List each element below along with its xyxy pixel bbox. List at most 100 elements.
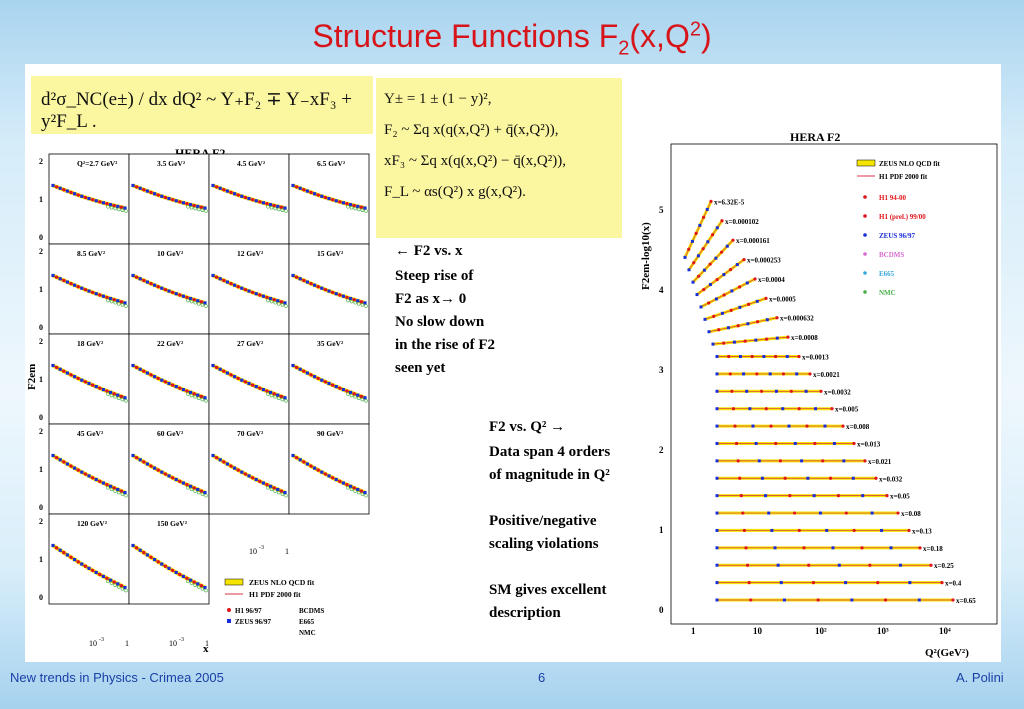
zeus-point xyxy=(116,204,120,209)
h1-point xyxy=(844,511,848,515)
zeus-point xyxy=(87,381,91,386)
xbin-series: x=0.65 xyxy=(715,597,976,605)
panel-q2-label: 22 GeV² xyxy=(157,339,184,348)
zeus-point xyxy=(327,289,331,293)
h1-point xyxy=(62,278,66,283)
h1-point xyxy=(951,598,955,602)
text1-line: in the rise of F2 xyxy=(395,337,495,353)
right-y-tick: 3 xyxy=(659,365,664,375)
zeus-point xyxy=(160,286,164,290)
zeus-point xyxy=(715,476,719,480)
panel-q2-label: 35 GeV² xyxy=(317,339,344,348)
nmc-point xyxy=(266,392,270,396)
h1-point xyxy=(316,468,320,472)
h1-point xyxy=(192,580,196,584)
zeus-point xyxy=(762,355,766,359)
zeus-point xyxy=(703,317,707,321)
nmc-point xyxy=(124,209,128,213)
zeus-point xyxy=(334,292,338,296)
h1-point xyxy=(69,555,73,559)
zeus-point xyxy=(349,484,353,488)
zeus-point xyxy=(109,203,113,207)
zeus-point xyxy=(240,470,244,474)
zeus-point xyxy=(320,194,324,198)
zeus-point xyxy=(58,458,62,462)
h1-point xyxy=(852,528,856,533)
zeus-point xyxy=(160,194,164,198)
zeus-point xyxy=(283,301,287,305)
zeus-point xyxy=(254,199,258,203)
right-legend-marker xyxy=(863,271,867,275)
h1-point xyxy=(279,300,284,304)
h1-point xyxy=(352,203,356,208)
zeus-point xyxy=(832,441,836,445)
nmc-point xyxy=(189,205,194,210)
nmc-point xyxy=(346,298,350,303)
xbin-label: x=0.0004 xyxy=(758,276,785,284)
zeus-point xyxy=(101,201,105,205)
h1-point xyxy=(258,200,262,204)
h1-point xyxy=(156,285,160,289)
zeus-point xyxy=(94,292,98,296)
zeus-point xyxy=(715,355,719,359)
h1-point xyxy=(170,290,175,295)
h1-point xyxy=(352,297,356,302)
zeus-point xyxy=(313,192,317,196)
h1-point xyxy=(294,365,299,370)
f2-panel: 120 GeV² xyxy=(48,513,130,605)
panel-q2-label: 18 GeV² xyxy=(77,339,104,348)
zeus-point xyxy=(870,511,874,515)
h1-point xyxy=(330,476,335,480)
nmc-point xyxy=(266,298,270,303)
xbin-label: x=0.005 xyxy=(835,406,859,414)
h1-point xyxy=(149,555,153,559)
h1-point xyxy=(258,386,262,390)
h1-point xyxy=(746,302,751,306)
h1-point xyxy=(816,598,820,602)
zeus-point xyxy=(775,336,779,340)
zeus-point xyxy=(715,226,719,230)
left-x-tick: 10 xyxy=(89,639,97,648)
panel-q2-label: 15 GeV² xyxy=(317,249,344,258)
h1-point xyxy=(783,476,787,480)
zeus-point xyxy=(101,388,105,392)
h1-point xyxy=(775,316,779,320)
legend-h1-fit: H1 PDF 2000 fit xyxy=(249,590,301,599)
zeus-point xyxy=(73,466,77,470)
h1-point xyxy=(163,195,168,200)
nmc-point xyxy=(124,398,128,403)
legend-zeus-fit: ZEUS NLO QCD fit xyxy=(249,578,315,587)
zeus-point xyxy=(87,197,91,201)
f2-panel: 3.5 GeV² xyxy=(128,153,210,245)
zeus-point xyxy=(80,378,84,382)
h1-point xyxy=(192,486,196,490)
h1-point xyxy=(841,424,845,428)
zeus-point xyxy=(305,371,309,375)
h1-point xyxy=(214,455,219,460)
h1-point xyxy=(279,489,284,493)
h1-point xyxy=(236,376,240,381)
nmc-point xyxy=(364,209,368,213)
zeus-point xyxy=(715,494,719,498)
nmc-point xyxy=(109,393,114,398)
zeus-point xyxy=(760,476,764,480)
right-plot-frame xyxy=(670,143,998,625)
zeus-point xyxy=(767,511,771,515)
zeus-point xyxy=(153,192,157,196)
h1-point xyxy=(755,372,759,376)
zeus-point xyxy=(714,256,718,260)
zeus-point xyxy=(363,491,367,495)
h1-point xyxy=(199,394,204,399)
zeus-point xyxy=(131,183,135,188)
zeus-point xyxy=(203,491,207,495)
h1-point xyxy=(142,550,146,555)
zeus-point xyxy=(153,283,157,287)
zeus-point xyxy=(65,280,69,284)
zeus-point xyxy=(305,189,309,193)
panel-frame xyxy=(48,333,130,425)
text2-line: description xyxy=(489,605,561,621)
text2-line: of magnitude in Q² xyxy=(489,467,610,483)
zeus-point xyxy=(715,441,719,445)
h1-point xyxy=(742,257,746,262)
zeus-point xyxy=(715,546,719,550)
